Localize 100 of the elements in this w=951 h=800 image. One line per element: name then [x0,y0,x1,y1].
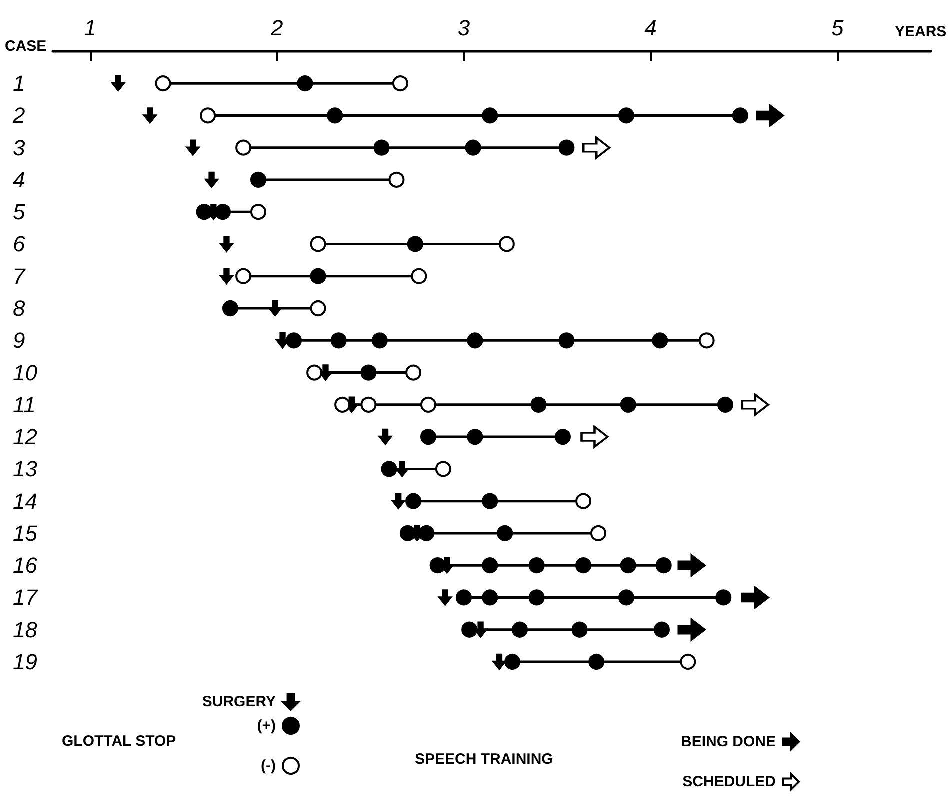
point [205,172,218,188]
point [379,429,392,446]
point [155,76,172,92]
legend-label: BEING DONE [680,734,776,750]
legend-label: (-) [261,758,276,774]
point [558,140,575,156]
y-axis-title: CASE [5,38,47,55]
y-tick-label: 12 [13,424,38,450]
y-tick-label: 10 [13,360,38,386]
point [555,429,571,446]
y-tick-label: 16 [13,553,38,578]
point [465,140,482,156]
x-axis-title: YEARS [895,23,947,40]
point [420,429,436,446]
y-tick-label: 19 [13,650,38,674]
point [310,300,326,317]
point [360,396,377,413]
point [756,104,784,127]
point [407,236,424,252]
x-tick-label: 2 [270,16,284,40]
y-tick-label: 5 [13,200,26,225]
x-tick-label: 1 [84,16,96,40]
point [498,236,515,252]
point [741,394,770,416]
point [588,654,605,670]
point [144,108,157,124]
point [467,429,484,446]
point [435,461,452,478]
point [716,590,732,606]
point [327,108,344,124]
y-tick-label: 2 [12,103,26,128]
point [186,140,200,156]
point [200,108,216,124]
point [558,332,575,349]
point [462,622,478,638]
point [310,268,326,284]
point [196,204,212,220]
point [215,204,231,220]
point [678,554,706,577]
y-tick-label: 15 [13,520,38,546]
point [580,426,609,448]
point [620,558,636,574]
y-tick-label: 17 [13,585,38,610]
point [576,493,592,510]
y-tick-label: 1 [13,71,26,96]
point [396,461,409,478]
point [400,525,416,542]
point [590,525,606,542]
text: SPEECH TRAINING [415,751,554,768]
point [438,590,452,606]
y-tick-label: 18 [13,617,38,642]
point [297,76,314,92]
point [250,204,266,220]
point [618,108,634,124]
point [620,396,636,413]
point [656,558,672,574]
x-tick-label: 3 [458,16,471,40]
point [236,140,252,156]
point [652,332,668,349]
point [112,76,125,92]
point [220,268,234,284]
point [530,396,547,413]
x-tick-label: 5 [831,16,844,40]
point [528,558,545,574]
point [268,300,282,317]
point [372,332,388,349]
point [528,590,545,606]
point [330,332,347,349]
point [411,268,428,284]
point [392,76,408,92]
point [741,586,770,609]
point [512,622,528,638]
y-tick-label: 7 [13,264,26,289]
point [678,618,706,641]
point [306,364,323,381]
point [381,461,398,478]
y-tick-label: 14 [13,488,38,514]
legend-label: SCHEDULED [682,774,776,790]
point [582,136,611,159]
point [698,332,715,349]
point [418,525,435,542]
point [732,108,748,124]
y-tick-label: 13 [13,456,38,482]
point [360,364,377,381]
point [482,493,498,510]
point [572,622,588,638]
point [680,654,696,670]
y-tick-label: 6 [13,232,26,257]
point [492,654,506,670]
point [222,300,238,317]
point [250,172,266,188]
point [220,236,234,252]
legend-label: SURGERY [202,694,276,710]
legend-label: (+) [257,718,276,734]
point [456,590,472,606]
y-tick-label: 11 [13,392,36,418]
point [482,558,498,574]
point [718,396,734,413]
point [618,590,634,606]
point [388,172,405,188]
